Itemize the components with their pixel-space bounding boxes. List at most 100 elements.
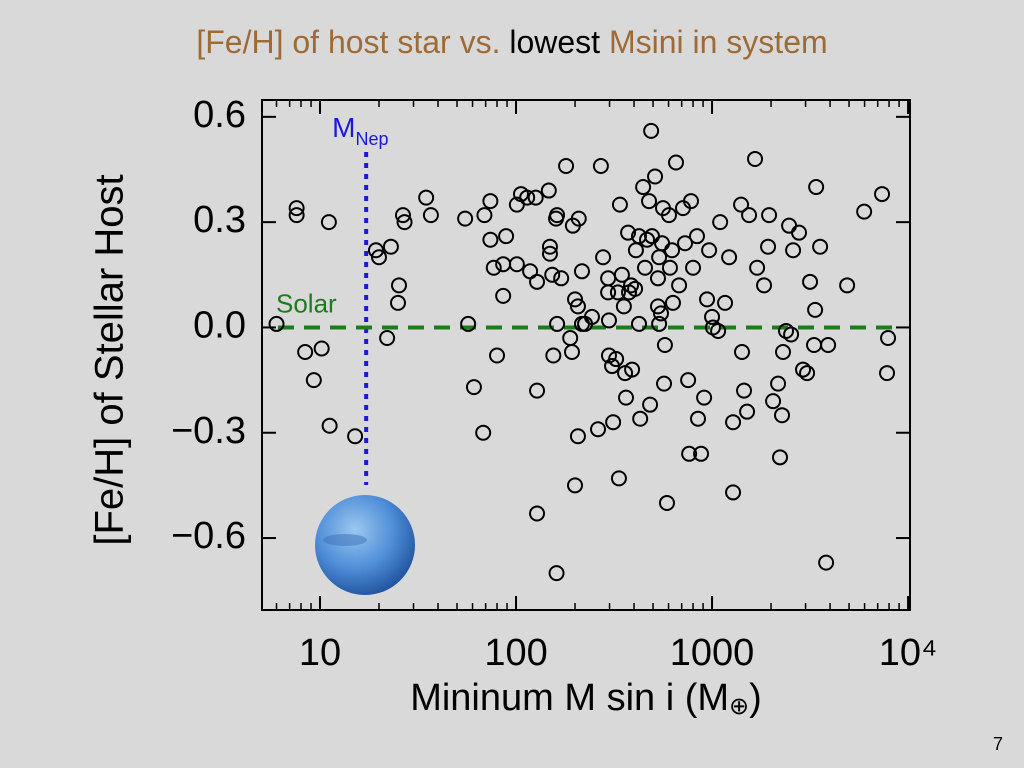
data-point: [569, 428, 586, 445]
data-point: [656, 375, 673, 392]
data-point: [658, 494, 675, 511]
data-point: [879, 365, 896, 382]
y-tick-label: −0.3: [171, 410, 246, 452]
data-point: [553, 270, 570, 287]
data-point: [522, 263, 539, 280]
data-point: [595, 249, 612, 266]
data-point: [609, 284, 626, 301]
data-point: [541, 245, 558, 262]
data-point: [664, 294, 681, 311]
data-point: [457, 210, 474, 227]
data-point: [288, 207, 305, 224]
y-tick-label: 0.3: [193, 199, 246, 241]
data-point: [688, 228, 705, 245]
data-point: [623, 277, 640, 294]
data-point: [613, 266, 630, 283]
data-point: [656, 336, 673, 353]
data-point: [880, 329, 897, 346]
data-point: [651, 315, 668, 332]
data-point: [540, 182, 557, 199]
data-point: [649, 298, 666, 315]
data-point: [791, 224, 808, 241]
data-point: [721, 249, 738, 266]
data-point: [739, 403, 756, 420]
data-point: [519, 189, 536, 206]
title-part: Msini in system: [600, 24, 828, 60]
data-point: [682, 193, 699, 210]
data-point: [608, 351, 625, 368]
data-point: [600, 270, 617, 287]
data-point: [498, 228, 515, 245]
data-point: [391, 277, 408, 294]
data-point: [371, 249, 388, 266]
data-point: [652, 305, 669, 322]
data-point: [558, 157, 575, 174]
data-point: [770, 375, 787, 392]
data-point: [583, 308, 600, 325]
data-point: [562, 329, 579, 346]
data-point: [624, 361, 641, 378]
data-point: [379, 329, 396, 346]
data-point: [704, 308, 721, 325]
data-point: [660, 207, 677, 224]
data-point: [874, 186, 891, 203]
data-point: [567, 291, 584, 308]
data-point: [701, 242, 718, 259]
data-point: [808, 179, 825, 196]
data-point: [680, 372, 697, 389]
data-point: [783, 326, 800, 343]
data-point: [489, 347, 506, 364]
title-part: lowest: [509, 24, 600, 60]
data-point: [799, 365, 816, 382]
neptune-label-main: M: [332, 112, 355, 143]
data-point: [712, 214, 729, 231]
data-point: [741, 207, 758, 224]
data-point: [320, 214, 337, 231]
x-tick-label: 1000: [670, 632, 755, 674]
data-point: [508, 256, 525, 273]
data-point: [389, 294, 406, 311]
chart-title: [Fe/H] of host star vs. lowest Msini in …: [196, 24, 827, 60]
data-point: [611, 196, 628, 213]
neptune-band: [323, 534, 367, 546]
data-point: [733, 196, 750, 213]
y-tick-label: 0.0: [193, 304, 246, 346]
data-point: [549, 315, 566, 332]
data-point: [802, 273, 819, 290]
neptune-image: [315, 495, 415, 595]
data-point: [820, 336, 837, 353]
data-point: [321, 417, 338, 434]
data-point: [637, 259, 654, 276]
title-part: [Fe/H] of host star vs.: [196, 24, 509, 60]
data-point: [600, 284, 617, 301]
data-point: [747, 150, 764, 167]
x-axis-label: Mininum M sin i (M⊕): [410, 677, 762, 720]
data-point: [549, 207, 566, 224]
data-point: [495, 256, 512, 273]
data-point: [661, 259, 678, 276]
data-point: [527, 189, 544, 206]
data-point: [725, 414, 742, 431]
data-point: [647, 168, 664, 185]
data-point: [541, 238, 558, 255]
data-point: [725, 484, 742, 501]
data-point: [288, 200, 305, 217]
y-tick-label: −0.6: [171, 515, 246, 557]
data-point: [394, 207, 411, 224]
x-tick-label: 100: [484, 632, 547, 674]
data-point: [812, 238, 829, 255]
data-point: [570, 210, 587, 227]
data-point: [297, 344, 314, 361]
data-point: [717, 294, 734, 311]
data-point: [573, 263, 590, 280]
data-point: [807, 301, 824, 318]
data-point: [305, 372, 322, 389]
data-point: [781, 217, 798, 234]
data-point: [545, 347, 562, 364]
data-point: [818, 554, 835, 571]
data-point: [610, 470, 627, 487]
data-point: [649, 270, 666, 287]
data-point: [475, 424, 492, 441]
